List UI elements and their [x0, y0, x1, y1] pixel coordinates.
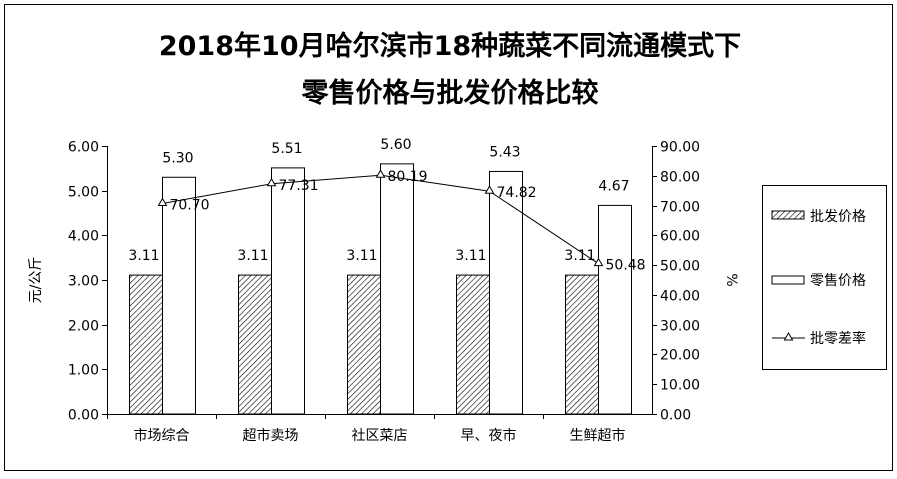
- data-label-margin-rate: 70.70: [170, 197, 210, 213]
- data-label-margin-rate: 50.48: [606, 258, 646, 274]
- y-tick-label: 0.00: [68, 408, 99, 424]
- legend-label-wholesale: 批发价格: [810, 209, 866, 225]
- data-label-retail: 5.60: [380, 137, 411, 153]
- marker-margin-rate: [157, 197, 168, 206]
- x-tick-label: 市场综合: [134, 427, 190, 444]
- data-label-retail: 5.30: [162, 150, 193, 166]
- bar-retail: [271, 167, 305, 415]
- legend-label-retail: 零售价格: [810, 273, 866, 289]
- y-right-tick-label: 20.00: [660, 348, 700, 364]
- bar-wholesale: [456, 274, 490, 415]
- chart-title-line-2: 零售价格与批发价格比较: [301, 77, 599, 109]
- y-right-tick-label: 10.00: [660, 378, 700, 394]
- y-axis-right-label: %: [723, 273, 739, 286]
- y-right-tick-label: 50.00: [660, 259, 700, 275]
- data-label-wholesale: 3.11: [128, 248, 159, 264]
- x-tick-label: 社区菜店: [352, 428, 408, 444]
- marker-margin-rate: [593, 257, 604, 267]
- data-label-margin-rate: 80.19: [388, 169, 428, 185]
- data-label-wholesale: 3.11: [455, 248, 486, 264]
- data-label-margin-rate: 77.31: [279, 178, 319, 194]
- x-tick-label: 早、夜市: [461, 427, 517, 444]
- legend-swatch-wholesale: [771, 210, 805, 220]
- y-tick-label: 5.00: [68, 185, 99, 201]
- chart-title-line-1: 2018年10月哈尔滨市18种蔬菜不同流通模式下: [159, 30, 741, 62]
- y-right-tick-label: 80.00: [660, 170, 700, 186]
- chart-border: [4, 4, 893, 471]
- marker-margin-rate: [484, 185, 495, 194]
- legend-swatch-retail: [771, 275, 805, 285]
- y-right-tick-label: 40.00: [660, 289, 700, 305]
- legend-label-margin: 批零差率: [810, 330, 866, 347]
- data-label-retail: 5.43: [489, 144, 520, 160]
- y-tick-label: 3.00: [68, 274, 99, 290]
- y-right-tick-label: 30.00: [660, 319, 700, 335]
- data-label-wholesale: 3.11: [564, 248, 595, 264]
- bar-retail: [162, 176, 196, 415]
- y-right-tick-label: 60.00: [660, 229, 700, 245]
- data-label-wholesale: 3.11: [237, 248, 268, 264]
- marker-margin-rate: [375, 169, 386, 178]
- data-label-wholesale: 3.11: [346, 248, 377, 264]
- bar-retail: [489, 170, 523, 415]
- legend-swatch-margin-marker: [783, 331, 794, 341]
- bar-retail: [598, 204, 632, 415]
- data-label-retail: 4.67: [598, 178, 629, 194]
- marker-margin-rate: [266, 177, 277, 187]
- bar-retail: [380, 163, 414, 415]
- data-label-retail: 5.51: [271, 141, 302, 157]
- y-tick-label: 4.00: [68, 229, 99, 245]
- data-label-margin-rate: 74.82: [497, 185, 537, 201]
- y-tick-label: 1.00: [68, 363, 99, 379]
- y-axis-label: 元/公斤: [28, 257, 44, 304]
- bar-wholesale: [565, 274, 599, 415]
- y-right-tick-label: 0.00: [660, 408, 691, 424]
- bar-wholesale: [129, 274, 163, 415]
- bar-wholesale: [238, 274, 272, 415]
- legend: 批发价格 零售价格 批零差率: [762, 185, 887, 370]
- y-tick-label: 6.00: [68, 140, 99, 156]
- x-tick-label: 超市卖场: [243, 427, 299, 444]
- bar-wholesale: [347, 274, 381, 415]
- x-tick-label: 生鲜超市: [570, 427, 626, 444]
- y-right-tick-label: 70.00: [660, 200, 700, 216]
- y-right-tick-label: 90.00: [660, 140, 700, 156]
- y-tick-label: 2.00: [68, 319, 99, 335]
